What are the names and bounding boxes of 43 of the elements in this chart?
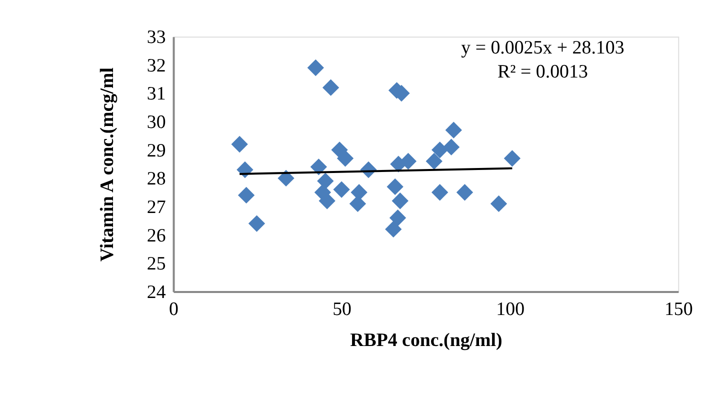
annotation: R² = 0.0013 bbox=[498, 61, 588, 82]
y-tick-label: 31 bbox=[146, 84, 166, 105]
x-tick-label: 150 bbox=[664, 298, 693, 320]
point bbox=[490, 195, 508, 212]
point bbox=[336, 150, 354, 167]
point bbox=[349, 195, 366, 212]
point bbox=[442, 138, 460, 156]
point bbox=[426, 152, 442, 170]
point bbox=[432, 184, 448, 201]
x-tick-label: 100 bbox=[496, 298, 525, 320]
point bbox=[278, 170, 294, 187]
x-tick-label: 50 bbox=[332, 298, 352, 320]
y-tick-label: 32 bbox=[146, 55, 166, 76]
y-tick-label: 25 bbox=[146, 254, 166, 275]
point bbox=[231, 136, 248, 153]
y-tick-label: 30 bbox=[146, 112, 166, 134]
y-tick-label: 27 bbox=[146, 197, 166, 218]
point bbox=[386, 178, 404, 196]
point bbox=[400, 152, 417, 170]
point bbox=[504, 150, 521, 167]
annotation: y = 0.0025x + 28.103 bbox=[461, 38, 624, 59]
point bbox=[333, 181, 350, 198]
point bbox=[317, 172, 334, 190]
point bbox=[456, 184, 474, 201]
point bbox=[307, 59, 324, 76]
y-tick-label: 24 bbox=[146, 282, 166, 304]
point bbox=[318, 192, 336, 210]
y-tick-label: 28 bbox=[146, 168, 166, 190]
point bbox=[238, 186, 255, 204]
point bbox=[432, 142, 448, 158]
point bbox=[310, 158, 328, 176]
point bbox=[248, 215, 266, 232]
point bbox=[385, 220, 402, 238]
y-tick-label: 26 bbox=[146, 225, 166, 246]
point bbox=[322, 79, 340, 96]
y-tick-label: 33 bbox=[146, 27, 166, 48]
y-tick-label: 29 bbox=[146, 140, 166, 162]
x-axis-title: RBP4 conc.(ng/ml) bbox=[350, 330, 502, 351]
x-tick-label: 0 bbox=[169, 298, 178, 320]
point bbox=[445, 122, 462, 138]
point bbox=[389, 210, 406, 226]
y-axis-title: Vitamin A conc.(mcg/ml bbox=[97, 68, 118, 262]
point bbox=[392, 192, 408, 210]
